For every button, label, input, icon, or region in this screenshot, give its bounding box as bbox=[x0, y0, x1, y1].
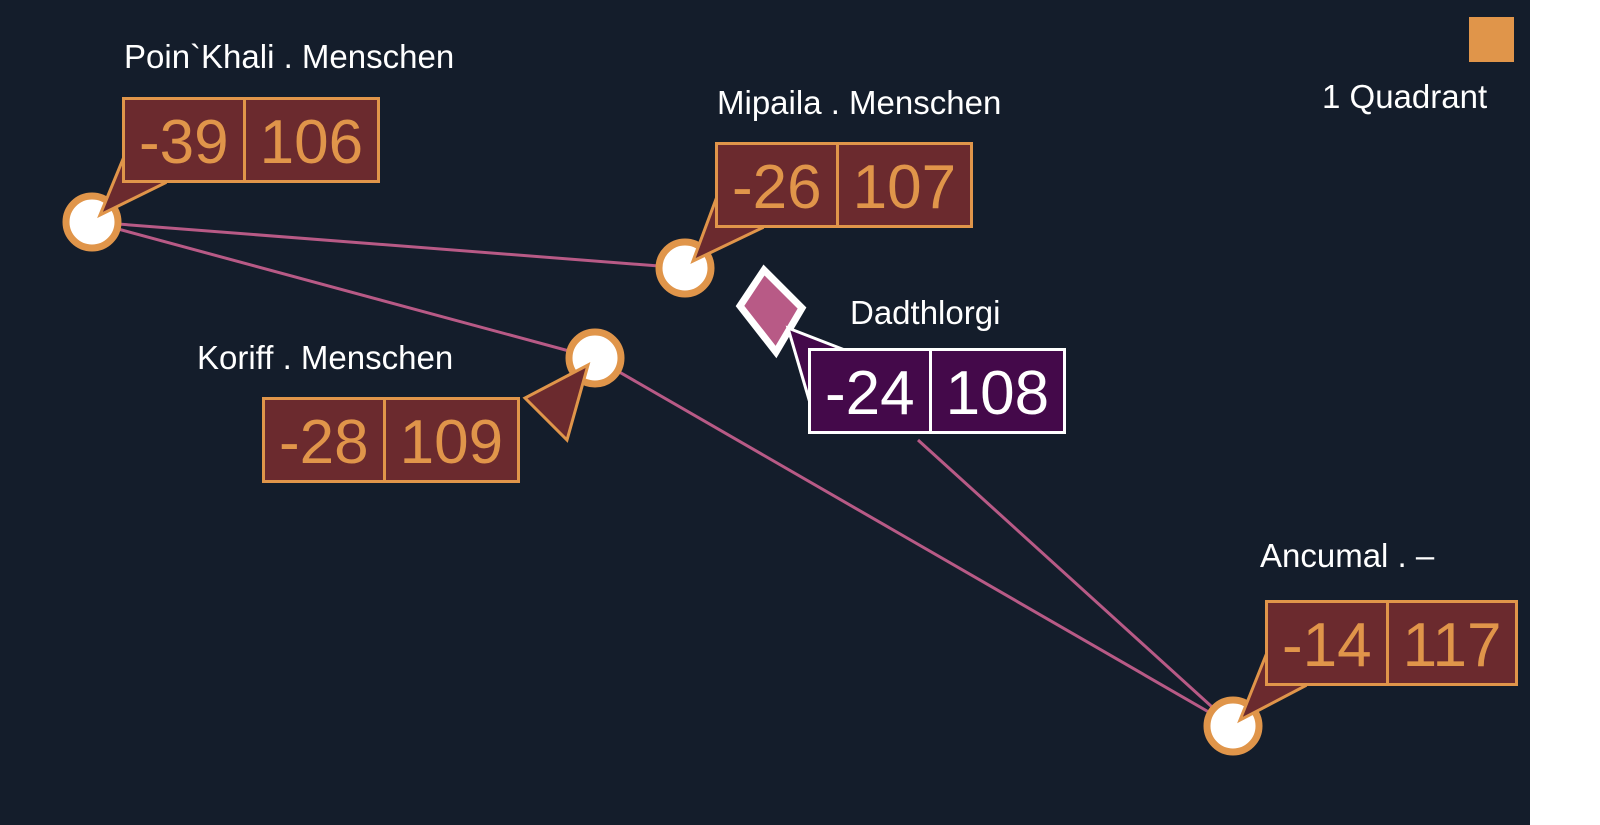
system-name[interactable]: Mipaila . Menschen bbox=[717, 84, 1002, 121]
coordinate-label[interactable]: -24 108 bbox=[808, 348, 1067, 434]
coord-x: -39 bbox=[139, 108, 229, 177]
coordinate-label[interactable]: -39 106 bbox=[122, 97, 381, 183]
route-line bbox=[91, 220, 596, 360]
route-line bbox=[594, 356, 1234, 728]
route-line bbox=[91, 220, 686, 270]
coord-x: -28 bbox=[279, 408, 369, 477]
label-pointer bbox=[522, 362, 591, 443]
route-line bbox=[916, 438, 1235, 728]
selected-system-marker[interactable] bbox=[735, 264, 807, 359]
coord-y: 108 bbox=[928, 351, 1063, 431]
coord-x: -24 bbox=[825, 359, 915, 428]
coord-y: 106 bbox=[242, 100, 377, 180]
star-map[interactable]: 1 Quadrant Poin`Khali . Menschen -39 106 Mi… bbox=[0, 0, 1530, 825]
legend-label: 1 Quadrant bbox=[1322, 78, 1488, 115]
legend-swatch bbox=[1469, 17, 1514, 62]
system-name[interactable]: Ancumal . – bbox=[1260, 537, 1435, 574]
coord-y: 107 bbox=[835, 145, 970, 225]
system-name[interactable]: Koriff . Menschen bbox=[197, 339, 454, 376]
coord-x: -26 bbox=[732, 153, 822, 222]
coordinate-label[interactable]: -26 107 bbox=[715, 142, 974, 228]
coord-y: 117 bbox=[1385, 603, 1516, 683]
system-name[interactable]: Dadthlorgi bbox=[850, 294, 1001, 331]
coordinate-label[interactable]: -14 117 bbox=[1265, 600, 1519, 686]
coord-x: -14 bbox=[1282, 611, 1372, 680]
coord-y: 109 bbox=[382, 400, 517, 480]
coordinate-label[interactable]: -28 109 bbox=[262, 397, 521, 483]
system-name[interactable]: Poin`Khali . Menschen bbox=[124, 38, 455, 75]
